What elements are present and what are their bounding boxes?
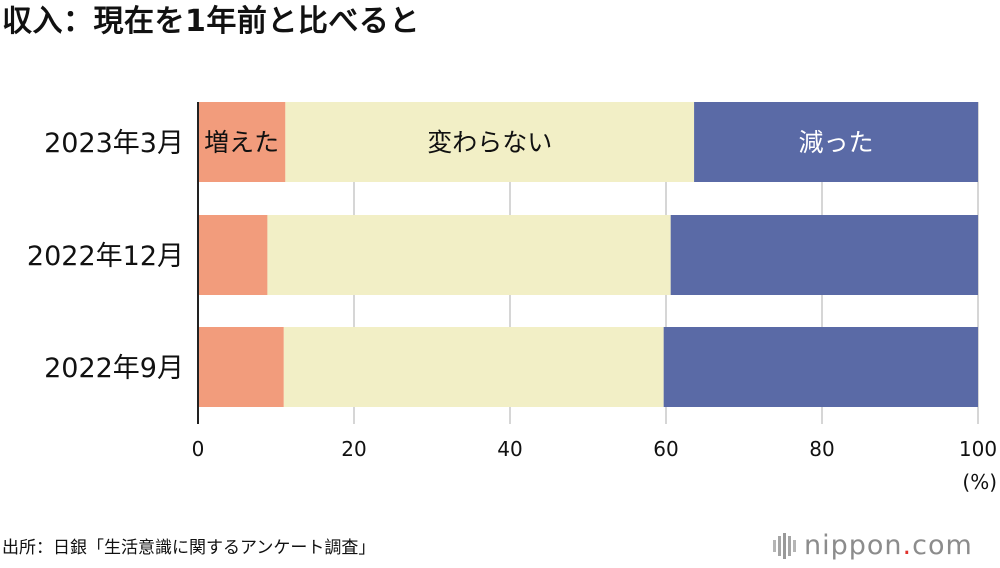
category-label-2: 2022年9月 — [44, 353, 184, 384]
logo-tld: com — [912, 530, 973, 561]
bar-2-1 — [283, 327, 664, 407]
x-tick-label-0: 0 — [192, 437, 205, 461]
bar-1-2 — [670, 215, 978, 295]
bar-0-1 — [285, 102, 695, 182]
bar-0-0 — [198, 102, 286, 182]
bar-1-1 — [267, 215, 671, 295]
x-tick-label-80: 80 — [809, 437, 834, 461]
bar-2-0 — [198, 327, 284, 407]
bar-1-0 — [198, 215, 268, 295]
bar-0-2 — [694, 102, 978, 182]
category-label-0: 2023年3月 — [44, 128, 184, 159]
nippon-logo: nippon.com — [770, 530, 973, 561]
source-note: 出所：日銀「生活意識に関するアンケート調査」 — [2, 538, 376, 558]
bar-2-2 — [663, 327, 978, 407]
logo-wordmark: nippon.com — [804, 530, 973, 561]
category-label-1: 2022年12月 — [27, 241, 184, 272]
x-tick-label-40: 40 — [497, 437, 522, 461]
x-tick-label-60: 60 — [653, 437, 678, 461]
nippon-logo-icon — [773, 532, 796, 559]
logo-name: nippon — [804, 530, 903, 561]
chart-title: 収入：現在を1年前と比べると — [2, 4, 420, 39]
x-unit-label: (%) — [962, 470, 997, 494]
x-tick-label-20: 20 — [341, 437, 366, 461]
series-label-0: 増えた — [204, 128, 279, 157]
logo-dot: . — [902, 530, 913, 561]
x-tick-label-100: 100 — [959, 437, 997, 461]
series-label-2: 減った — [799, 128, 874, 157]
series-label-1: 変わらない — [427, 128, 552, 157]
